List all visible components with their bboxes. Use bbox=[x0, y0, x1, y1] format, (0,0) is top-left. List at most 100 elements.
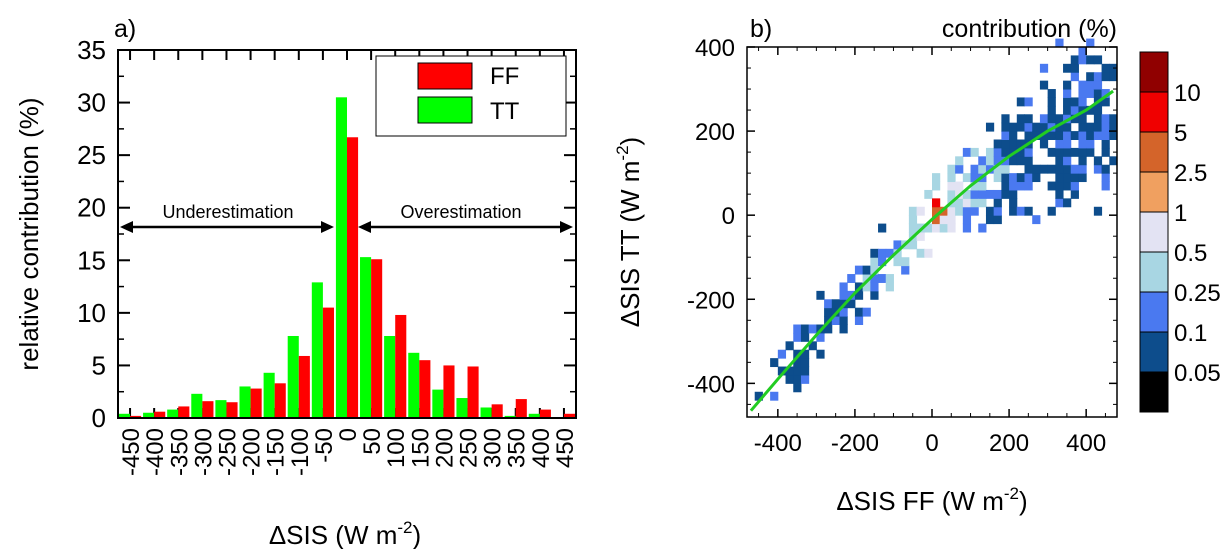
heatmap-cell bbox=[770, 358, 779, 368]
x-tick-label: -300 bbox=[190, 428, 217, 476]
heatmap-cell bbox=[1016, 181, 1025, 191]
bar-tt bbox=[263, 372, 275, 418]
panel-a-y-axis-label: relative contribution (%) bbox=[14, 97, 44, 370]
heatmap-cell bbox=[800, 374, 810, 384]
heatmap-cell bbox=[878, 257, 887, 267]
bar-ff bbox=[250, 388, 262, 418]
heatmap-cell bbox=[985, 156, 995, 166]
bar-ff bbox=[130, 415, 142, 418]
colorbar-label: 0.05 bbox=[1174, 360, 1221, 387]
heatmap-cell bbox=[1055, 147, 1064, 157]
heatmap-cell bbox=[1009, 156, 1018, 166]
y-tick-label: 200 bbox=[695, 119, 735, 146]
heatmap-cell bbox=[1047, 89, 1056, 98]
heatmap-cell bbox=[1001, 122, 1010, 132]
x-tick-label: 0 bbox=[925, 430, 938, 457]
heatmap-cell bbox=[1024, 173, 1033, 183]
heatmap-cell bbox=[932, 223, 941, 233]
bar-tt bbox=[432, 389, 444, 418]
heatmap-cell bbox=[870, 265, 879, 275]
heatmap-cell bbox=[1078, 55, 1087, 65]
heatmap-cell bbox=[1093, 55, 1103, 65]
colorbar-label: 10 bbox=[1174, 80, 1201, 107]
heatmap-cell bbox=[1047, 131, 1056, 140]
heatmap-cell bbox=[985, 206, 995, 216]
heatmap-cell bbox=[1001, 189, 1010, 199]
heatmap-cell bbox=[1078, 97, 1087, 107]
y-tick-label: 0 bbox=[722, 203, 735, 230]
heatmap-cell bbox=[1032, 122, 1041, 132]
heatmap-cell bbox=[1001, 181, 1010, 191]
heatmap-cell bbox=[962, 173, 972, 183]
panel-a: a) 0 5 10 15 20 25 30 35 -450-400-350-300-250-2… bbox=[14, 15, 579, 549]
heatmap-cell bbox=[1070, 63, 1079, 73]
heatmap-cell bbox=[1047, 147, 1056, 157]
heatmap-cell bbox=[839, 307, 848, 317]
bar-tt bbox=[239, 386, 251, 418]
heatmap-cell bbox=[1063, 147, 1072, 157]
heatmap-cell bbox=[901, 265, 910, 275]
heatmap-cell bbox=[824, 299, 833, 309]
heatmap-cell bbox=[1024, 206, 1033, 216]
heatmap-cell bbox=[808, 341, 817, 351]
heatmap-cell bbox=[970, 164, 979, 174]
heatmap-cell bbox=[1101, 164, 1110, 174]
heatmap-cell bbox=[1078, 80, 1087, 90]
heatmap-cell bbox=[1047, 206, 1056, 216]
heatmap-cell bbox=[1101, 72, 1110, 82]
heatmap-cell bbox=[1078, 156, 1087, 166]
heatmap-cell bbox=[1032, 164, 1041, 174]
y-tick-label: -400 bbox=[687, 371, 735, 398]
heatmap-cell bbox=[1047, 181, 1056, 191]
heatmap-cell bbox=[1055, 164, 1064, 174]
panel-b: b) contribution (%) -400 -200 0 200 400 -400… bbox=[613, 15, 1221, 516]
heatmap-cell bbox=[1101, 147, 1110, 157]
legend-swatch-tt bbox=[417, 96, 473, 124]
heatmap-cell bbox=[908, 215, 918, 225]
heatmap-cell bbox=[800, 332, 810, 342]
heatmap-cell bbox=[1001, 147, 1010, 157]
heatmap-cell bbox=[878, 248, 887, 258]
underestimation-label: Underestimation bbox=[162, 202, 293, 222]
legend-label-ff: FF bbox=[490, 63, 519, 90]
heatmap-cell bbox=[916, 206, 925, 216]
heatmap-cell bbox=[862, 307, 871, 317]
colorbar-swatch bbox=[1139, 331, 1169, 373]
heatmap-cell bbox=[824, 324, 833, 334]
heatmap-cell bbox=[1016, 156, 1025, 166]
heatmap-cell bbox=[870, 257, 879, 267]
panel-b-x-axis-label: ΔSIS FF (W m-2) bbox=[836, 484, 1027, 516]
heatmap-cell bbox=[1086, 139, 1095, 149]
heatmap-cell bbox=[1109, 131, 1118, 140]
heatmap-cell bbox=[1009, 122, 1018, 132]
heatmap-cell bbox=[777, 366, 787, 376]
heatmap-cell bbox=[1093, 122, 1103, 132]
heatmap-cell bbox=[1078, 105, 1087, 115]
heatmap-cell bbox=[793, 324, 802, 334]
heatmap-cell bbox=[1070, 189, 1079, 199]
heatmap-cell bbox=[1055, 181, 1064, 191]
bar-ff bbox=[178, 406, 190, 418]
bar-tt bbox=[528, 413, 540, 418]
bar-ff bbox=[443, 365, 455, 418]
heatmap-cell bbox=[962, 223, 972, 233]
panel-a-x-axis: -450-400-350-300-250-200-150-100-5005010… bbox=[118, 50, 579, 476]
heatmap-cell bbox=[916, 232, 925, 241]
heatmap-cell bbox=[1063, 105, 1072, 115]
heatmap-cell bbox=[1086, 147, 1095, 157]
bar-ff bbox=[539, 409, 551, 418]
panel-b-fit-line bbox=[749, 89, 1114, 412]
heatmap-cell bbox=[947, 173, 956, 183]
heatmap-cell bbox=[1016, 114, 1025, 124]
colorbar-swatch bbox=[1139, 251, 1169, 293]
heatmap-cell bbox=[793, 332, 802, 342]
heatmap-cell bbox=[993, 156, 1002, 166]
heatmap-cell bbox=[777, 349, 787, 359]
heatmap-cell bbox=[1024, 147, 1033, 157]
panel-b-label: b) bbox=[750, 15, 772, 43]
heatmap-cell bbox=[816, 290, 825, 300]
heatmap-cell bbox=[800, 358, 810, 368]
heatmap-cell bbox=[962, 215, 972, 225]
heatmap-cell bbox=[993, 215, 1002, 225]
colorbar-swatch bbox=[1139, 371, 1169, 413]
